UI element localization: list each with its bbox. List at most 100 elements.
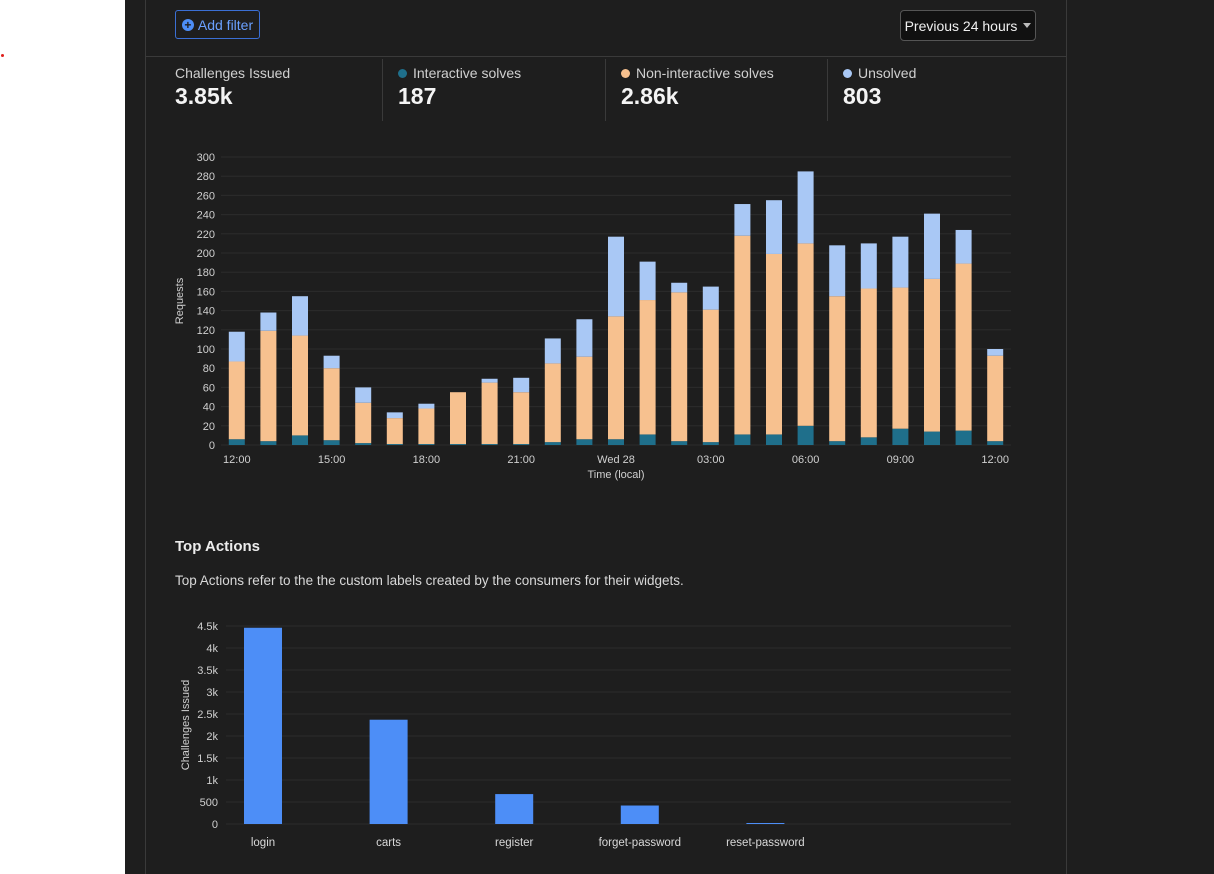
caret-down-icon xyxy=(1023,23,1032,28)
x-tick-label: carts xyxy=(376,837,401,849)
bar-segment xyxy=(860,243,877,289)
bar-segment xyxy=(924,213,940,279)
bar-segment xyxy=(260,330,277,442)
bar-segment xyxy=(734,434,751,445)
bar-segment xyxy=(639,300,656,435)
bar-segment xyxy=(608,439,624,445)
y-tick-label: 140 xyxy=(197,306,215,318)
bar-segment xyxy=(860,437,877,445)
y-tick-label: 200 xyxy=(197,248,215,260)
stat-label: Unsolved xyxy=(858,65,917,81)
bar-segment xyxy=(924,431,940,445)
bar-segment xyxy=(418,444,435,445)
bar-segment xyxy=(766,253,782,435)
bar-segment xyxy=(481,444,498,445)
bar-segment xyxy=(987,441,1004,445)
y-tick-label: 1k xyxy=(206,775,218,787)
bar-segment xyxy=(292,296,308,336)
bar xyxy=(369,719,408,824)
stat-value: 803 xyxy=(843,83,882,109)
x-tick-label: 06:00 xyxy=(792,454,820,466)
stat-challenges-issued: Challenges Issued 3.85k xyxy=(175,59,382,121)
x-tick-label: 12:00 xyxy=(981,454,1009,466)
y-tick-label: 500 xyxy=(200,797,218,809)
bar-segment xyxy=(513,444,530,445)
y-tick-label: 80 xyxy=(203,363,215,375)
bar-segment xyxy=(955,229,972,264)
y-tick-label: 60 xyxy=(203,382,215,394)
y-tick-label: 180 xyxy=(197,267,215,279)
x-tick-label: register xyxy=(495,837,534,849)
x-tick-label: reset-password xyxy=(726,837,805,849)
stat-interactive-solves: Interactive solves 187 xyxy=(382,59,605,121)
plus-circle-icon: + xyxy=(181,18,194,31)
bar-segment xyxy=(702,309,719,443)
stat-value: 187 xyxy=(398,83,437,109)
red-dot-marker xyxy=(1,54,4,57)
bar-segment xyxy=(576,439,593,445)
bar-segment xyxy=(892,287,909,429)
stat-label: Interactive solves xyxy=(413,65,522,81)
bar-segment xyxy=(955,430,972,445)
time-range-select[interactable]: Previous 24 hours xyxy=(900,10,1036,41)
y-tick-label: 300 xyxy=(197,152,215,164)
y-tick-label: 100 xyxy=(197,344,215,356)
top-actions-bar-chart: 0 500 1k 1.5k 2k 2.5k 3k 3.5k 4k 4.5k Challenges I… xyxy=(180,621,1011,849)
stat-label: Challenges Issued xyxy=(175,65,291,81)
y-axis-label: Requests xyxy=(174,277,186,324)
bar xyxy=(620,805,659,824)
x-tick-label: 18:00 xyxy=(413,454,441,466)
bar-segment xyxy=(355,443,372,445)
y-tick-label: 4.5k xyxy=(197,621,218,633)
bar-segment xyxy=(671,282,688,293)
bar-segment xyxy=(924,278,940,432)
x-tick-label: 15:00 xyxy=(318,454,346,466)
bar-segment xyxy=(955,263,972,431)
bar-segment xyxy=(734,204,751,236)
bar-segment xyxy=(829,441,846,445)
bar-segment xyxy=(292,435,308,445)
bar-segment xyxy=(608,236,624,317)
bar-segment xyxy=(544,363,561,443)
bar-segment xyxy=(892,428,909,445)
bar-segment xyxy=(544,442,561,445)
bar-segment xyxy=(386,412,403,419)
bar-segment xyxy=(228,361,245,440)
bar-segment xyxy=(513,392,530,445)
bar-segment xyxy=(450,444,466,445)
x-tick-label: 03:00 xyxy=(697,454,725,466)
bar-segment xyxy=(355,402,372,444)
bar-segment xyxy=(797,425,814,445)
x-tick-label: 09:00 xyxy=(887,454,915,466)
bar-segment xyxy=(418,408,435,445)
bar-segment xyxy=(260,312,277,331)
y-tick-label: 40 xyxy=(203,402,215,414)
x-tick-label: login xyxy=(251,837,275,849)
x-axis-label: Time (local) xyxy=(587,469,644,481)
bar-segment xyxy=(987,355,1004,442)
stat-value: 2.86k xyxy=(621,83,679,109)
y-tick-label: 240 xyxy=(197,210,215,222)
bar-segment xyxy=(323,368,340,441)
requests-stacked-bar-chart: 0 20 40 60 80 100 120 140 160 180 200 220 240 260 280 3… xyxy=(174,152,1011,481)
x-tick-label: 12:00 xyxy=(223,454,251,466)
bar-segment xyxy=(829,296,846,442)
stat-non-interactive-solves: Non-interactive solves 2.86k xyxy=(605,59,828,121)
y-tick-label: 260 xyxy=(197,190,215,202)
legend-dot-icon xyxy=(398,68,407,78)
bar-segment xyxy=(702,286,719,310)
y-axis-label: Challenges Issued xyxy=(180,680,192,771)
stat-value: 3.85k xyxy=(175,83,233,109)
bar-segment xyxy=(608,316,624,440)
bar-segment xyxy=(860,288,877,438)
y-tick-label: 1.5k xyxy=(197,753,218,765)
bar-segment xyxy=(639,434,656,445)
bar-segment xyxy=(987,349,1004,356)
top-actions-title: Top Actions xyxy=(175,538,260,555)
bar-segment xyxy=(797,171,814,244)
top-actions-description: Top Actions refer to the the custom labe… xyxy=(175,573,684,588)
bar-segment xyxy=(671,441,688,445)
add-filter-button[interactable]: + Add filter xyxy=(175,10,260,39)
bar-segment xyxy=(355,387,372,403)
y-tick-label: 2.5k xyxy=(197,709,218,721)
